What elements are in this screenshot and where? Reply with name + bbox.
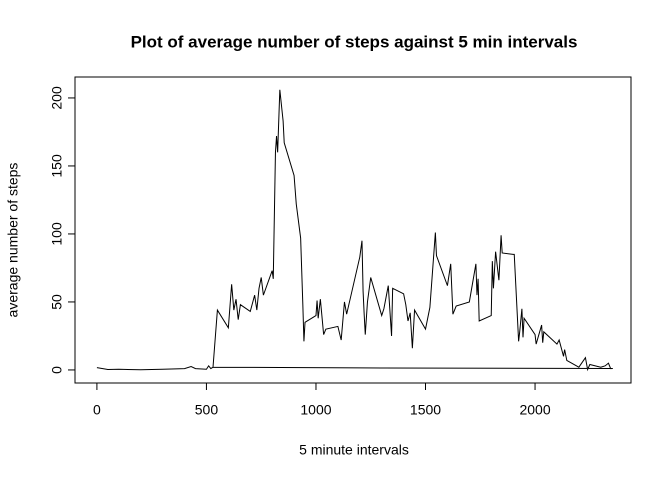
plot-box xyxy=(74,76,632,384)
y-tick-label: 100 xyxy=(49,222,65,246)
data-line xyxy=(96,89,613,372)
y-tick-label: 50 xyxy=(49,294,65,310)
x-tick-label: 1000 xyxy=(300,402,331,418)
x-tick-label: 500 xyxy=(195,402,219,418)
x-tick-label: 2000 xyxy=(519,402,550,418)
x-axis-label: 5 minute intervals xyxy=(299,442,409,458)
x-tick-label: 1500 xyxy=(410,402,441,418)
y-tick-label: 150 xyxy=(49,154,65,178)
chart-title: Plot of average number of steps against … xyxy=(131,32,578,51)
x-tick-label: 0 xyxy=(93,402,101,418)
y-tick-label: 0 xyxy=(49,366,65,374)
y-tick-label: 200 xyxy=(49,86,65,110)
y-axis-label: average number of steps xyxy=(5,163,21,318)
